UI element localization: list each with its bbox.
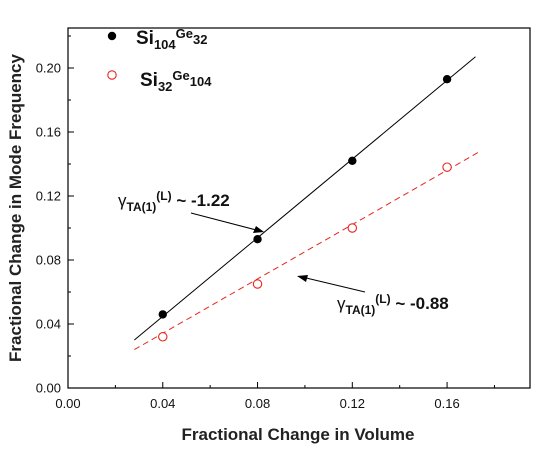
fit-line-series-2	[134, 150, 481, 351]
x-axis-title: Fractional Change in Volume	[182, 425, 415, 444]
x-tick-label: 0.08	[245, 396, 270, 411]
data-point-series-1	[348, 156, 357, 165]
fit-lines	[134, 56, 481, 351]
y-tick-label: 0.20	[36, 61, 61, 76]
legend: Si104Ge32 Si32Ge104	[107, 26, 212, 94]
data-point-series-2	[442, 162, 452, 172]
legend-marker-filled	[107, 31, 117, 41]
data-point-series-1	[158, 310, 167, 319]
annotation-2-label: γTA(1)(L) ~ -0.88	[337, 292, 449, 317]
data-point-series-1	[253, 235, 262, 244]
legend-entry-2: Si32Ge104	[107, 68, 212, 94]
y-tick-label: 0.12	[36, 189, 61, 204]
y-tick-label: 0.00	[36, 381, 61, 396]
y-axis-title: Fractional Change in Mode Frequency	[6, 53, 25, 361]
data-point-series-1	[442, 75, 452, 84]
y-tick-label: 0.04	[36, 317, 61, 332]
axis-ticks: 0.00 0.04 0.08 0.12 0.16 0.00 0.04 0.08 0.12 0.16…	[36, 35, 495, 411]
fit-line-series-1	[134, 56, 476, 341]
annotation-1: γTA(1)(L) ~ -1.22	[118, 189, 264, 233]
annotation-2-arrowhead	[297, 275, 308, 282]
data-point-series-2	[158, 332, 168, 342]
annotation-1-arrow-shaft	[190, 212, 261, 232]
x-tick-label: 0.16	[434, 396, 459, 411]
annotation-1-arrowhead	[253, 226, 264, 233]
x-tick-label: 0.12	[340, 396, 365, 411]
annotation-2-arrow-shaft	[301, 276, 366, 293]
annotation-2: γTA(1)(L) ~ -0.88	[297, 275, 449, 317]
legend-entry-1: Si104Ge32	[107, 26, 207, 52]
x-tick-label: 0.04	[150, 396, 175, 411]
legend-label-1: Si104Ge32	[136, 26, 207, 52]
data-point-series-2	[347, 223, 358, 233]
annotation-1-label: γTA(1)(L) ~ -1.22	[118, 189, 230, 214]
x-tick-label: 0.00	[55, 396, 80, 411]
legend-marker-open	[107, 70, 117, 80]
plot-frame	[67, 27, 531, 389]
data-point-series-2	[252, 279, 263, 289]
data-points	[158, 75, 452, 342]
y-tick-label: 0.08	[36, 253, 61, 268]
legend-label-2: Si32Ge104	[140, 68, 212, 94]
y-tick-label: 0.16	[36, 125, 61, 140]
